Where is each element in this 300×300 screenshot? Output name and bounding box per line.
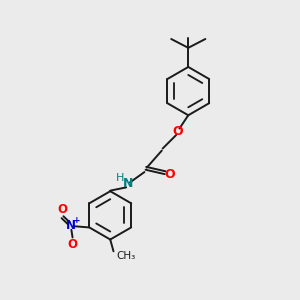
Text: O: O — [165, 168, 175, 181]
Text: O: O — [68, 238, 78, 251]
Text: O: O — [173, 125, 183, 138]
Text: N: N — [66, 220, 76, 232]
Text: CH₃: CH₃ — [116, 251, 135, 261]
Text: N: N — [123, 177, 133, 190]
Text: O: O — [57, 203, 67, 216]
Text: H: H — [116, 173, 124, 183]
Text: +: + — [73, 216, 80, 225]
